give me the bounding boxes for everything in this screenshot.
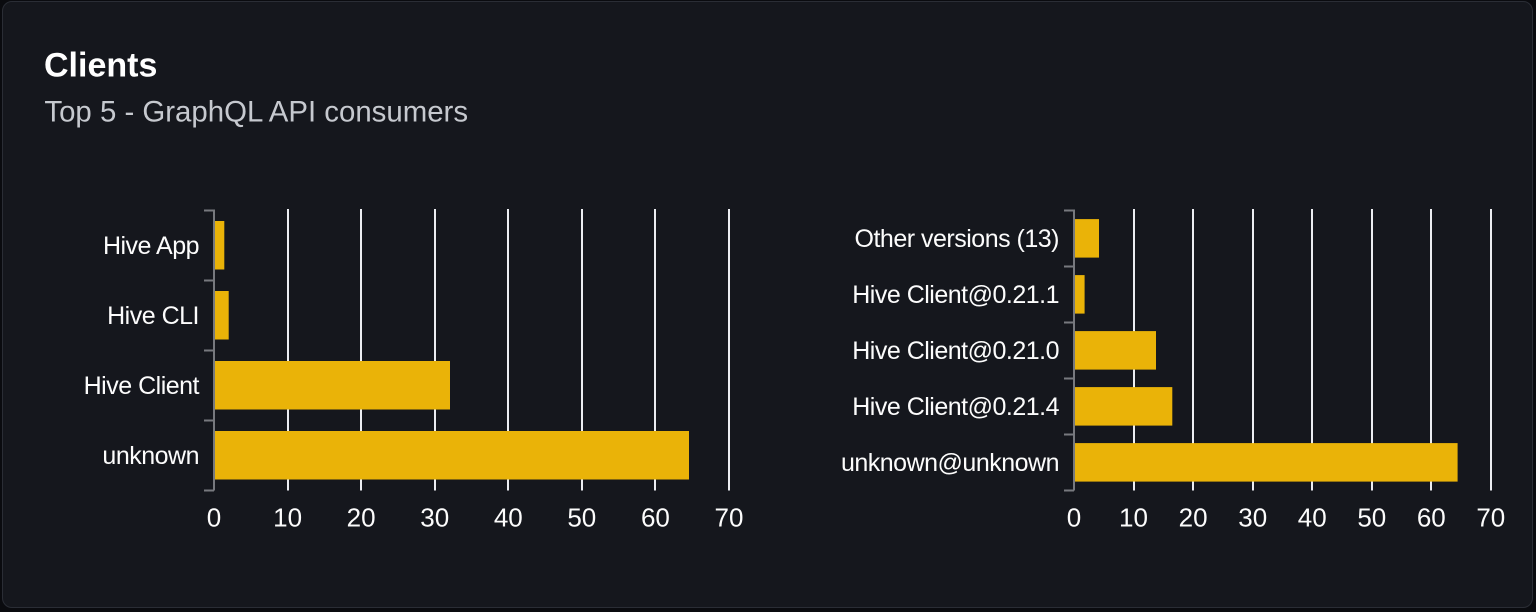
svg-text:Hive CLI: Hive CLI	[107, 302, 199, 330]
svg-text:0: 0	[1067, 503, 1081, 533]
svg-text:20: 20	[347, 503, 376, 533]
svg-text:70: 70	[715, 503, 744, 533]
svg-text:60: 60	[641, 503, 670, 533]
svg-text:30: 30	[1238, 503, 1267, 533]
svg-text:10: 10	[273, 503, 302, 533]
svg-text:60: 60	[1417, 503, 1446, 533]
svg-text:30: 30	[420, 503, 449, 533]
svg-text:Hive App: Hive App	[103, 232, 199, 260]
svg-text:20: 20	[1179, 503, 1208, 533]
svg-text:40: 40	[494, 503, 523, 533]
svg-text:10: 10	[1119, 503, 1148, 533]
svg-text:40: 40	[1298, 503, 1327, 533]
svg-text:unknown: unknown	[102, 442, 199, 470]
svg-text:Hive Client@0.21.4: Hive Client@0.21.4	[852, 393, 1059, 421]
svg-text:70: 70	[1476, 503, 1505, 533]
svg-text:Hive Client@0.21.1: Hive Client@0.21.1	[852, 281, 1059, 309]
svg-text:Top 5 - GraphQL API consumers: Top 5 - GraphQL API consumers	[44, 95, 468, 128]
svg-text:50: 50	[567, 503, 596, 533]
svg-text:Hive Client@0.21.0: Hive Client@0.21.0	[852, 337, 1059, 365]
svg-text:Hive Client: Hive Client	[84, 372, 200, 400]
svg-text:Clients: Clients	[44, 46, 157, 84]
svg-text:50: 50	[1357, 503, 1386, 533]
svg-text:0: 0	[207, 503, 221, 533]
svg-text:unknown@unknown: unknown@unknown	[841, 449, 1059, 477]
svg-text:Other versions (13): Other versions (13)	[855, 225, 1059, 253]
